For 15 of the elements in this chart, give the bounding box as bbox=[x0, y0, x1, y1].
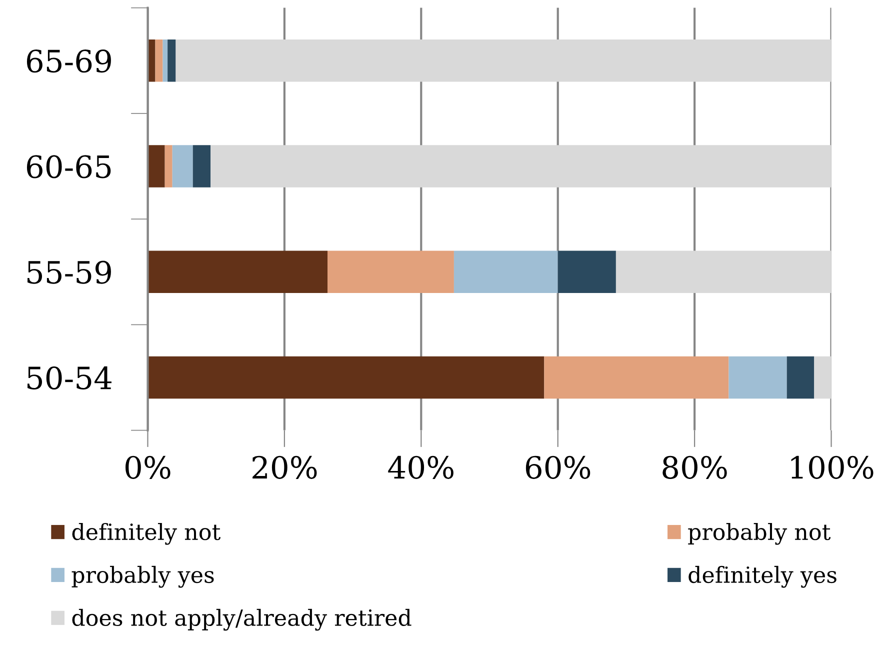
y-tick-label: 65-69 bbox=[26, 50, 111, 73]
x-tick-label: 20% bbox=[252, 456, 317, 479]
y-tick-label: 55-59 bbox=[28, 260, 111, 284]
legend-label: probably yes bbox=[72, 566, 214, 588]
x-tick-label: 100% bbox=[791, 456, 874, 479]
x-tick-label: 80% bbox=[662, 456, 727, 479]
legend-label: probably not bbox=[688, 522, 831, 545]
x-tick-label: 0% bbox=[126, 456, 170, 479]
legend-label: definitely yes bbox=[688, 566, 836, 588]
y-tick-label: 50-54 bbox=[28, 366, 112, 390]
y-tick-label: 60-65 bbox=[26, 155, 111, 178]
legend-label: does not apply/already retired bbox=[72, 608, 412, 631]
x-tick-label: 40% bbox=[388, 456, 454, 479]
legend-label: definitely not bbox=[72, 522, 221, 545]
x-tick-label: 60% bbox=[526, 456, 590, 479]
